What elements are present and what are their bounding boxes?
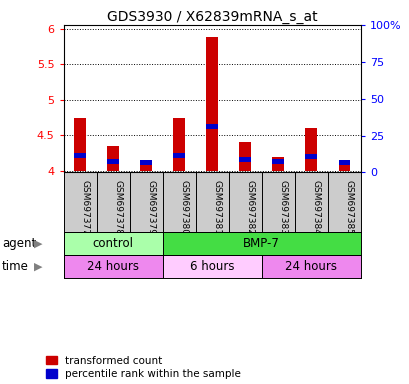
Text: control: control [92,237,133,250]
Text: BMP-7: BMP-7 [243,237,279,250]
Bar [107,159,119,164]
Bar [239,157,250,162]
Bar [140,160,151,165]
Text: GSM697380: GSM697380 [179,180,188,235]
Text: GSM697382: GSM697382 [245,180,254,235]
Text: GSM697381: GSM697381 [212,180,220,235]
Text: GSM697378: GSM697378 [113,180,122,235]
Text: 6 hours: 6 hours [189,260,234,273]
Bar [63,232,162,255]
Bar [272,159,283,164]
Bar [272,157,283,171]
Bar [206,37,218,171]
Text: agent: agent [2,237,36,250]
Bar [261,255,360,278]
Bar [63,255,162,278]
Bar [173,118,184,171]
Bar [74,118,85,171]
Bar [162,232,360,255]
Text: time: time [2,260,29,273]
Text: GSM697379: GSM697379 [146,180,155,235]
Text: ▶: ▶ [34,262,43,272]
Text: GSM697385: GSM697385 [344,180,353,235]
Bar [305,154,316,159]
Text: GSM697377: GSM697377 [80,180,89,235]
Bar [338,160,349,165]
Text: 24 hours: 24 hours [285,260,337,273]
Text: 24 hours: 24 hours [87,260,139,273]
Bar [206,124,218,129]
Title: GDS3930 / X62839mRNA_s_at: GDS3930 / X62839mRNA_s_at [107,10,317,24]
Bar [305,128,316,171]
Bar [239,142,250,171]
Legend: transformed count, percentile rank within the sample: transformed count, percentile rank withi… [46,356,240,379]
Bar [338,164,349,171]
Bar [140,164,151,171]
Text: GSM697383: GSM697383 [278,180,287,235]
Bar [74,153,85,158]
Text: GSM697384: GSM697384 [310,180,319,235]
Bar [107,146,119,171]
Text: ▶: ▶ [34,239,43,249]
Bar [162,255,261,278]
Bar [173,153,184,158]
